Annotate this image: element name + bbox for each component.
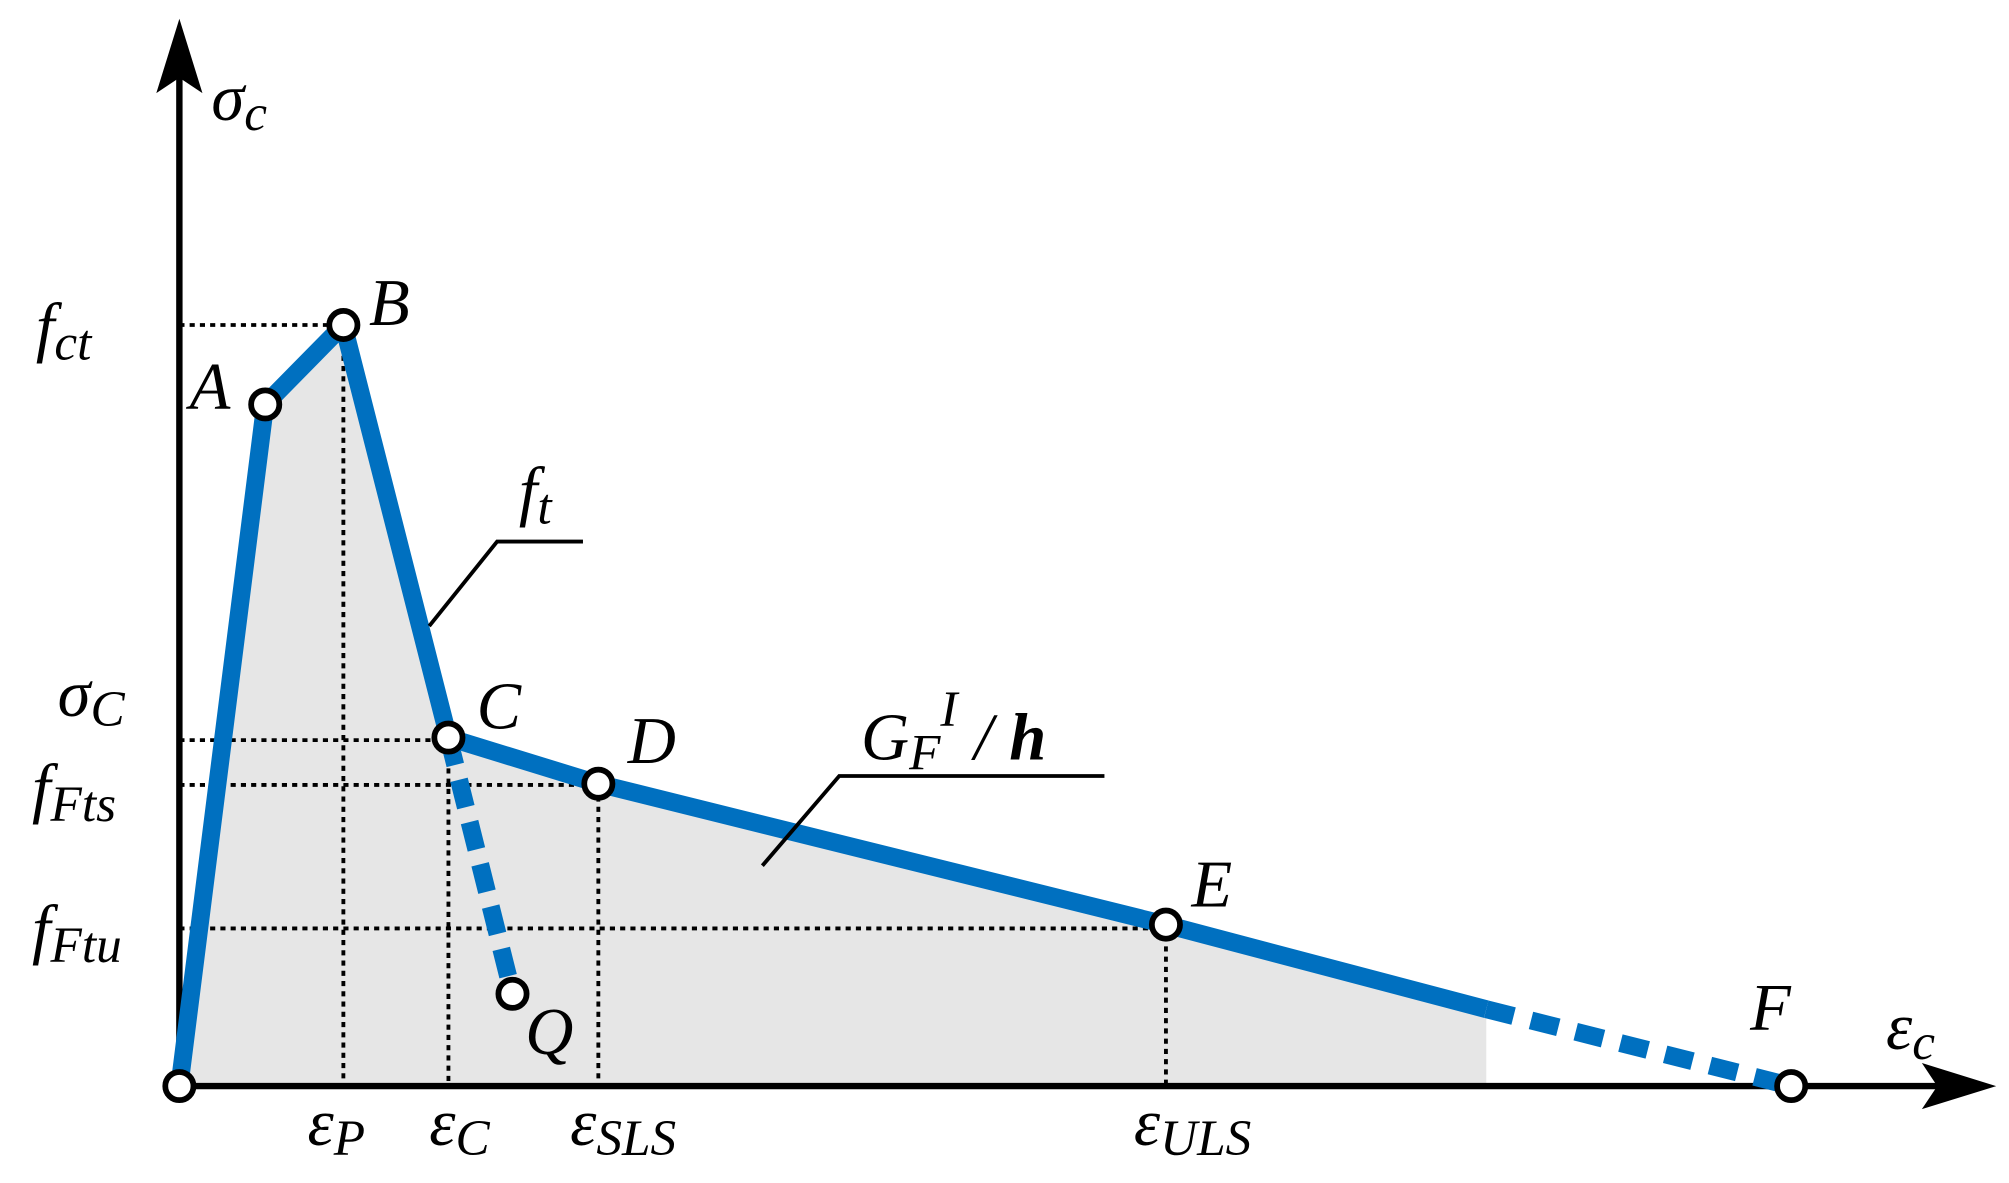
point-label: A: [186, 350, 231, 423]
point-label: B: [369, 267, 410, 340]
stress-label: fFtu: [32, 894, 122, 974]
point-label: C: [477, 671, 523, 744]
energy-label: GFI / h: [861, 681, 1046, 782]
strain-label: εULS: [1134, 1087, 1251, 1167]
leaders: [427, 539, 1105, 867]
strain-label: εSLS: [570, 1087, 676, 1167]
point-label: Q: [525, 996, 573, 1069]
point-label: F: [1749, 972, 1792, 1045]
y-axis-label: σc: [211, 62, 267, 142]
stress-label: fct: [36, 291, 93, 371]
x-axis-label: εc: [1886, 991, 1935, 1071]
axes: [156, 18, 1997, 1110]
points: [162, 308, 1809, 1104]
strain-label: εC: [429, 1087, 490, 1167]
strain-label: εP: [307, 1087, 365, 1167]
point-label: D: [627, 705, 676, 778]
energy-area: [179, 325, 1487, 1087]
stress-label: σC: [58, 658, 126, 738]
ft-label: ft: [519, 455, 554, 535]
stress-label: fFts: [32, 753, 116, 833]
point-label: E: [1191, 849, 1233, 922]
